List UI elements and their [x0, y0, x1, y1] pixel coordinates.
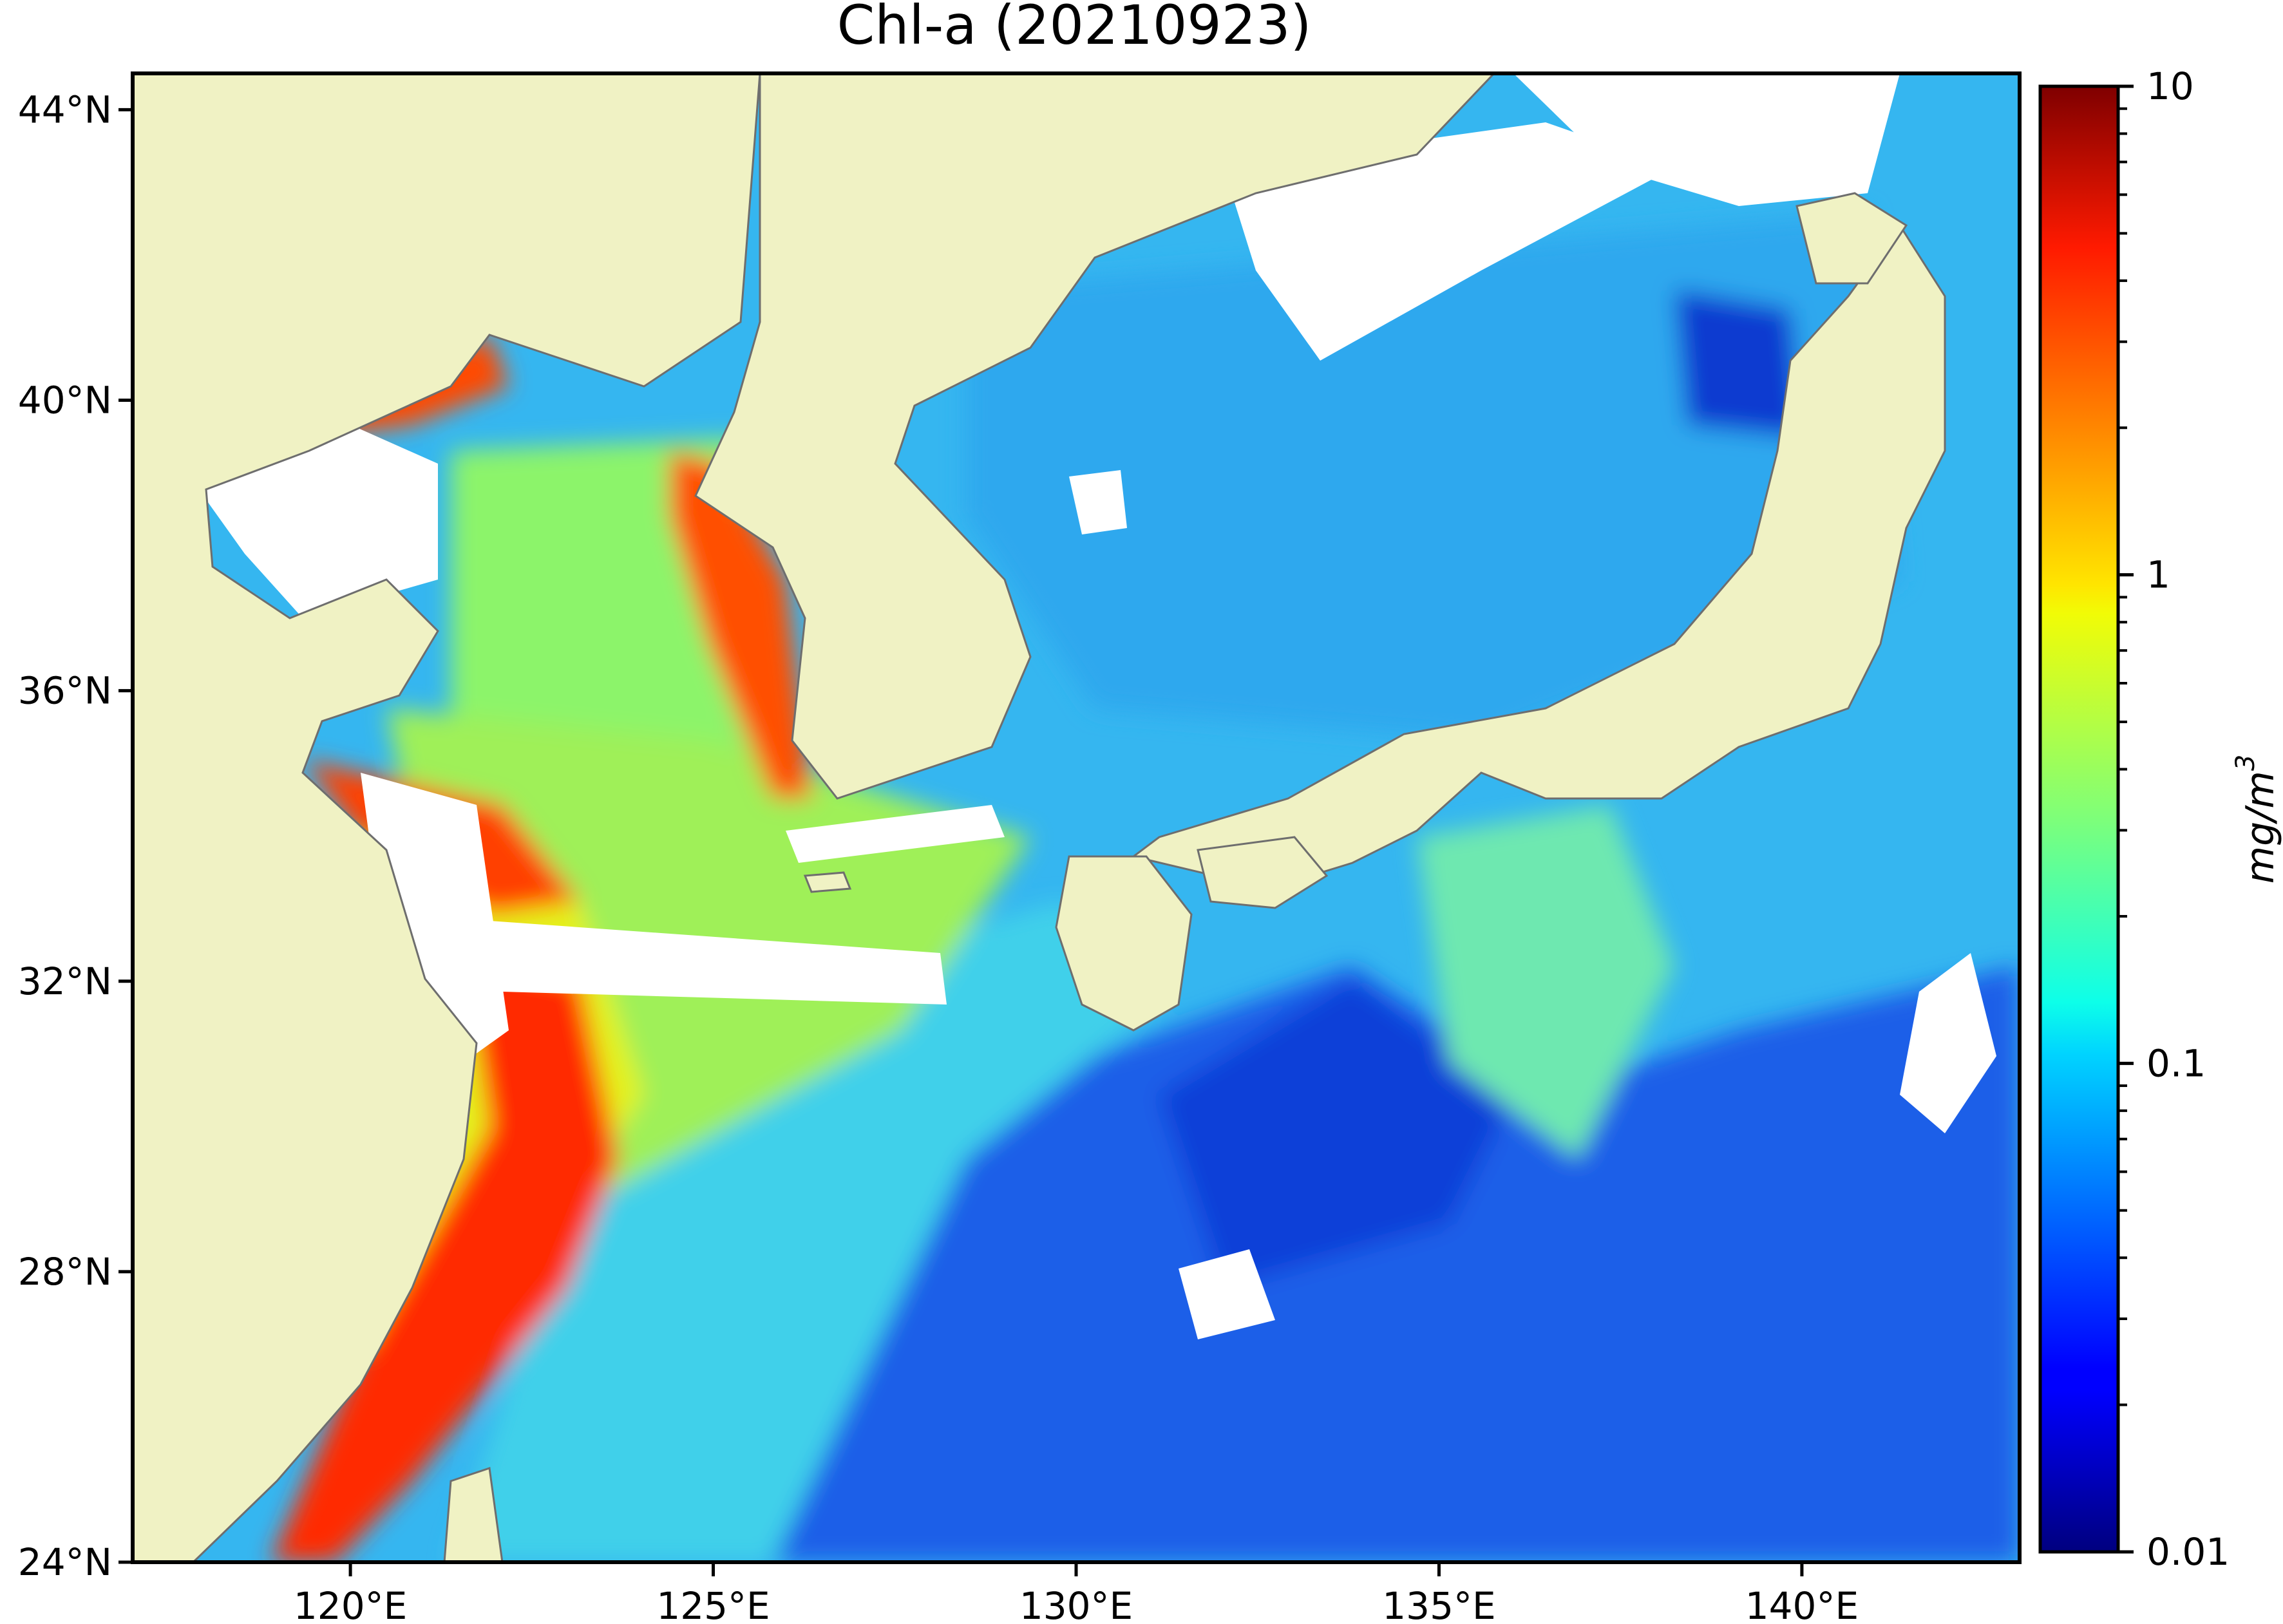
- colorbar-tick-label: 0.1: [2146, 1041, 2206, 1085]
- chl-coastal-red-china: [270, 953, 618, 1562]
- latitude-axis: 44°N 40°N 36°N 32°N 28°N 24°N: [18, 88, 133, 1584]
- chl-low-pacific: [773, 966, 2020, 1562]
- land-shikoku: [1197, 836, 1329, 909]
- colorbar-tick-label: 1: [2146, 553, 2170, 597]
- land-jeju: [803, 871, 852, 893]
- cloud-north-korea: [1069, 470, 1127, 534]
- longitude-axis: 120°E 125°E 130°E 135°E 140°E: [294, 1562, 1859, 1624]
- lat-tick-label: 32°N: [18, 959, 112, 1003]
- land: [133, 73, 1946, 1562]
- cloud-hokkaido-sea: [1224, 122, 1674, 361]
- colorbar-axis: 10 1 0.1 0.01: [2118, 64, 2230, 1574]
- land-manchuria-korea: [694, 73, 1496, 800]
- land-taiwan: [443, 1467, 504, 1562]
- lat-tick-label: 28°N: [18, 1250, 112, 1294]
- colorbar-unit: mg/m: [2238, 771, 2283, 883]
- cloud-band-korea-strait: [786, 805, 1005, 863]
- chl-korea-west-red: [670, 451, 811, 798]
- chl-mid-east-china-sea: [451, 902, 1159, 1562]
- lon-tick-label: 120°E: [294, 1584, 407, 1624]
- cloud-band-central: [489, 921, 947, 1005]
- cloud-east-japan: [1900, 953, 1996, 1133]
- chl-kuroshio-green: [1417, 805, 1674, 1159]
- chl-gyre-south: [1159, 979, 1513, 1288]
- lon-tick-label: 130°E: [1019, 1584, 1133, 1624]
- lat-tick-label: 44°N: [18, 88, 112, 131]
- lat-tick-label: 24°N: [18, 1540, 112, 1584]
- map-area: [133, 73, 2020, 1562]
- lon-tick-label: 125°E: [656, 1584, 770, 1624]
- chl-east-sea: [966, 212, 1900, 741]
- land-honshu: [1131, 223, 1946, 890]
- cloud-south-patch: [1179, 1249, 1275, 1339]
- chl-east-sea-dark: [1674, 290, 1803, 438]
- land-hokkaido: [1795, 192, 1908, 285]
- land-china: [133, 73, 761, 1562]
- lon-tick-label: 135°E: [1382, 1584, 1495, 1624]
- cloud-hokkaido-top: [1513, 73, 1900, 206]
- colorbar-tick-label: 0.01: [2146, 1530, 2230, 1574]
- colorbar: [2038, 84, 2120, 1554]
- colorbar-unit-superscript: 3: [2231, 755, 2260, 771]
- land-kyushu: [1055, 855, 1193, 1032]
- colorbar-label: mg/m3: [2231, 755, 2283, 884]
- lon-tick-label: 140°E: [1745, 1584, 1859, 1624]
- missing-yangtze-coast: [361, 773, 509, 1062]
- lat-tick-label: 36°N: [18, 669, 112, 713]
- lat-tick-label: 40°N: [18, 379, 112, 422]
- chart-title: Chl-a (20210923): [837, 0, 1312, 57]
- colorbar-tick-label: 10: [2146, 64, 2194, 108]
